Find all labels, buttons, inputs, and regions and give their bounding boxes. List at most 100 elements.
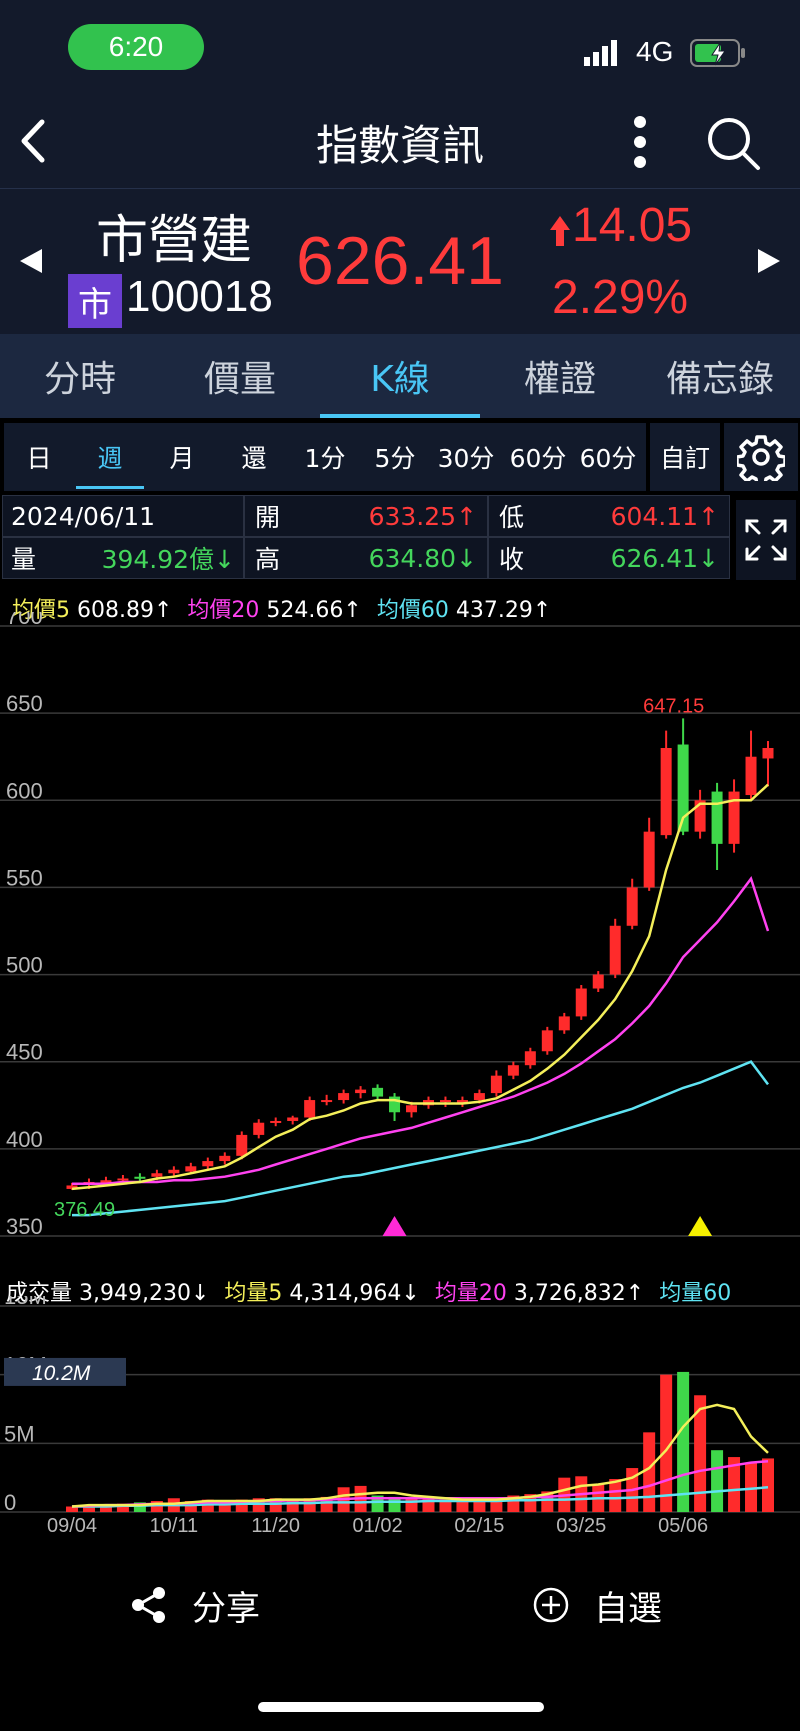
home-indicator bbox=[258, 1702, 544, 1712]
period-restore[interactable]: 還 bbox=[241, 444, 267, 473]
period-60min[interactable]: 60分 bbox=[509, 444, 567, 473]
prev-index-icon[interactable] bbox=[16, 246, 46, 280]
period-month[interactable]: 月 bbox=[169, 444, 195, 473]
candle bbox=[456, 1100, 468, 1104]
signal-marker bbox=[688, 1216, 713, 1236]
fullscreen-button[interactable] bbox=[736, 500, 796, 580]
candle bbox=[660, 748, 672, 836]
watchlist-label: 自選 bbox=[594, 1588, 662, 1629]
min-price-label: 376.49 bbox=[54, 1199, 115, 1221]
max-price-label: 647.15 bbox=[643, 695, 704, 717]
price-axis-label: 500 bbox=[6, 953, 43, 978]
volume-chart[interactable]: 15M10M5M010.2M09/0410/1111/2001/0202/150… bbox=[0, 1296, 800, 1536]
candle bbox=[406, 1105, 418, 1113]
more-icon[interactable] bbox=[624, 112, 656, 172]
volume-legend: 成交量 3,949,230↓ 均量5 4,314,964↓ 均量20 3,726… bbox=[6, 1275, 800, 1307]
x-axis-label: 03/25 bbox=[556, 1515, 606, 1536]
tab-memo[interactable]: 備忘錄 bbox=[665, 359, 774, 400]
x-axis-label: 02/15 bbox=[454, 1515, 504, 1536]
volume-bar bbox=[218, 1501, 231, 1512]
volume-bar bbox=[728, 1457, 741, 1512]
vma20-value: 3,726,832↑ bbox=[513, 1281, 645, 1306]
info-low: 低 604.11↑ bbox=[488, 495, 730, 537]
volume-bar bbox=[524, 1494, 537, 1512]
gear-icon bbox=[737, 435, 785, 481]
tab-intraday[interactable]: 分時 bbox=[43, 359, 116, 400]
vol-value: 3,949,230↓ bbox=[79, 1281, 210, 1306]
candle bbox=[185, 1166, 197, 1172]
signal-marker bbox=[382, 1216, 407, 1236]
price-chart[interactable]: 700 650 600 550 500 450 400 350 647.15 376.49 bbox=[0, 612, 800, 1252]
volume-bar bbox=[303, 1498, 316, 1512]
period-30min[interactable]: 30分 bbox=[437, 444, 495, 473]
volume-bar bbox=[99, 1505, 112, 1512]
candle bbox=[219, 1155, 231, 1162]
volume-axis-label: 5M bbox=[4, 1421, 35, 1446]
period-5min[interactable]: 5分 bbox=[374, 444, 416, 473]
info-high: 高 634.80↓ bbox=[244, 537, 488, 579]
watchlist-button[interactable]: 自選 bbox=[532, 1580, 662, 1630]
vma20-label: 均量20 bbox=[434, 1281, 507, 1306]
index-price: 626.41 bbox=[296, 223, 504, 299]
candle bbox=[643, 831, 655, 888]
vma5-line bbox=[71, 1403, 769, 1508]
tab-kline[interactable]: K線 bbox=[370, 359, 430, 400]
candle bbox=[558, 1016, 570, 1031]
candle bbox=[321, 1100, 333, 1103]
candle bbox=[270, 1120, 282, 1123]
candle bbox=[236, 1134, 248, 1156]
candle bbox=[100, 1180, 112, 1184]
tab-price-volume[interactable]: 價量 bbox=[203, 359, 276, 400]
volume-bar bbox=[745, 1462, 758, 1512]
settings-button[interactable] bbox=[724, 423, 798, 491]
volume-axis-label: 0 bbox=[4, 1490, 16, 1515]
volume-bar bbox=[456, 1499, 469, 1512]
volume-max-label: 10.2M bbox=[32, 1362, 91, 1385]
candle bbox=[473, 1093, 485, 1101]
expand-icon bbox=[745, 519, 787, 561]
ma60-label: 均價60 bbox=[376, 598, 449, 623]
custom-button[interactable]: 自訂 bbox=[650, 423, 720, 491]
period-day[interactable]: 日 bbox=[26, 444, 52, 473]
candle bbox=[372, 1087, 384, 1097]
ma5-line bbox=[71, 783, 769, 1191]
candle bbox=[507, 1065, 519, 1076]
price-axis-label: 650 bbox=[6, 691, 43, 716]
price-axis-label: 400 bbox=[6, 1127, 43, 1152]
period-week[interactable]: 週 bbox=[97, 444, 123, 473]
ma20-value: 524.66↑ bbox=[266, 598, 362, 623]
search-icon[interactable] bbox=[704, 114, 764, 174]
tab-warrants[interactable]: 權證 bbox=[523, 359, 596, 400]
period-1min[interactable]: 1分 bbox=[304, 444, 346, 473]
ma5-value: 608.89↑ bbox=[77, 598, 173, 623]
next-index-icon[interactable] bbox=[754, 246, 784, 280]
index-code: 100018 bbox=[126, 272, 273, 321]
candle bbox=[439, 1100, 451, 1103]
volume-bar bbox=[252, 1498, 265, 1512]
candle bbox=[592, 974, 604, 989]
candle bbox=[202, 1161, 214, 1167]
share-button[interactable]: 分享 bbox=[130, 1580, 260, 1630]
volume-bar bbox=[762, 1458, 774, 1512]
period-60min-alt[interactable]: 60分 bbox=[579, 444, 637, 473]
volume-axis-label: 15M bbox=[4, 1296, 47, 1309]
volume-bar bbox=[711, 1450, 724, 1512]
up-arrow-icon bbox=[548, 214, 572, 252]
candle bbox=[728, 791, 740, 844]
info-close: 收 626.41↓ bbox=[488, 537, 730, 579]
candle bbox=[287, 1117, 299, 1121]
tab-kline-underline bbox=[320, 414, 480, 418]
volume-bar bbox=[439, 1499, 452, 1512]
candle bbox=[66, 1185, 78, 1189]
volume-bar bbox=[609, 1479, 622, 1512]
ma60-value: 437.29↑ bbox=[455, 598, 552, 623]
volume-bar bbox=[643, 1432, 656, 1512]
quote-header bbox=[0, 188, 800, 334]
back-icon[interactable] bbox=[14, 116, 54, 166]
volume-bar bbox=[82, 1505, 95, 1512]
info-volume: 量 394.92億↓ bbox=[2, 537, 244, 579]
battery-icon bbox=[690, 38, 748, 72]
info-open: 開 633.25↑ bbox=[244, 495, 488, 537]
candle bbox=[575, 988, 587, 1017]
candle bbox=[389, 1096, 401, 1113]
